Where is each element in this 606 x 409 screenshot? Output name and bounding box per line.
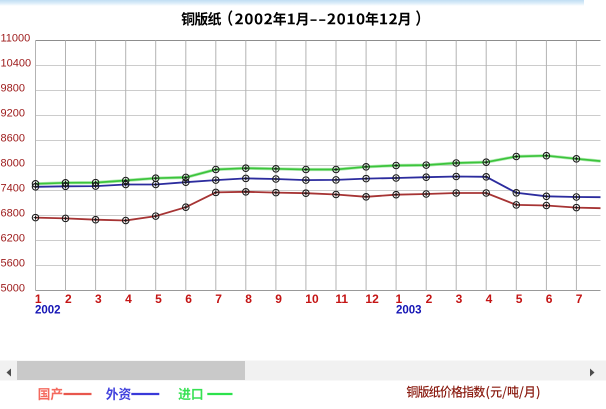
svg-text:3: 3 <box>456 292 463 306</box>
svg-text:9800: 9800 <box>1 83 25 95</box>
svg-text:7400: 7400 <box>1 183 25 195</box>
svg-text:2: 2 <box>426 292 433 306</box>
svg-text:5600: 5600 <box>1 258 25 270</box>
svg-text:8: 8 <box>245 292 252 306</box>
svg-text:4: 4 <box>125 292 132 306</box>
svg-text:1: 1 <box>396 292 403 306</box>
svg-text:2: 2 <box>65 292 72 306</box>
svg-text:8600: 8600 <box>1 133 25 145</box>
svg-text:7: 7 <box>576 292 583 306</box>
svg-text:11000: 11000 <box>1 33 31 45</box>
svg-text:5: 5 <box>516 292 523 306</box>
svg-text:10400: 10400 <box>1 58 32 70</box>
svg-text:9: 9 <box>275 292 282 306</box>
svg-text:8000: 8000 <box>1 158 25 170</box>
svg-text:6: 6 <box>185 292 192 306</box>
svg-text:2002: 2002 <box>35 305 61 317</box>
svg-text:6: 6 <box>546 292 553 306</box>
svg-text:6800: 6800 <box>1 208 25 220</box>
svg-text:12: 12 <box>365 292 379 306</box>
svg-text:4: 4 <box>486 292 493 306</box>
svg-text:5: 5 <box>155 292 162 306</box>
svg-text:3: 3 <box>95 292 102 306</box>
svg-text:9200: 9200 <box>1 108 25 120</box>
svg-text:6200: 6200 <box>1 233 25 245</box>
svg-text:7: 7 <box>215 292 222 306</box>
svg-text:1: 1 <box>35 292 42 306</box>
svg-text:2003: 2003 <box>396 305 422 317</box>
svg-text:11: 11 <box>335 292 348 306</box>
svg-text:5000: 5000 <box>1 283 25 295</box>
svg-text:10: 10 <box>305 292 319 306</box>
